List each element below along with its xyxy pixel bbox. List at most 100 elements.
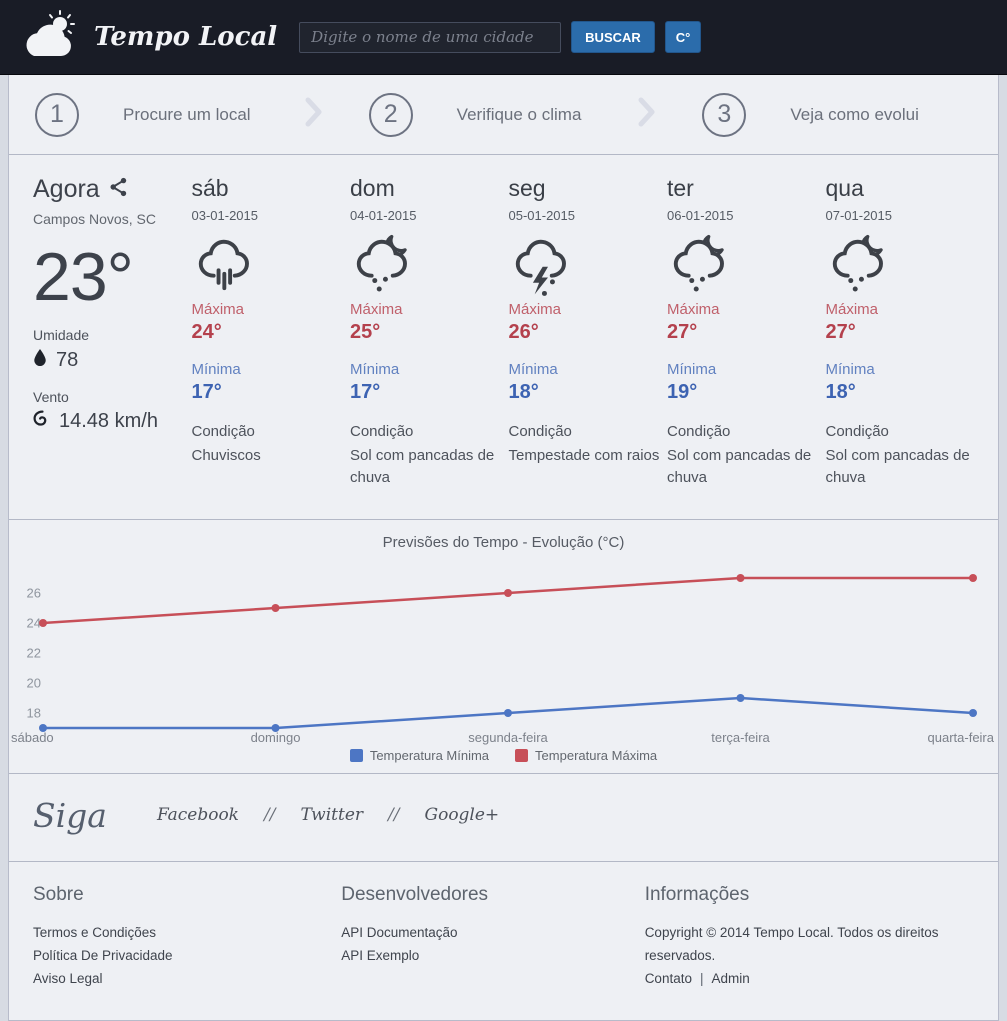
condition-label: Condição <box>191 423 255 440</box>
day-name: sáb <box>191 175 229 201</box>
legend-item[interactable]: Temperatura Mínima <box>349 747 490 763</box>
day-date: 03-01-2015 <box>191 208 259 223</box>
cloud-moon-rain-icon <box>832 234 883 292</box>
min-label: Mínima <box>191 361 241 378</box>
day-date: 06-01-2015 <box>667 208 734 223</box>
legend-item[interactable]: Temperatura Máxima <box>515 748 657 763</box>
social-link-facebook[interactable]: Facebook <box>156 805 239 825</box>
footer-link[interactable]: Termos e Condições <box>33 924 157 940</box>
min-value: 18° <box>508 381 539 403</box>
condition-value: Tempestade com raios <box>508 447 660 464</box>
forecast-day-card: qua 07-01-2015 Máxima 27° Mínima 18° Con… <box>826 175 985 489</box>
footer-about-column: Sobre Termos e Condições Política De Priv… <box>33 884 341 990</box>
day-date: 04-01-2015 <box>350 208 417 223</box>
droplet-icon <box>33 348 47 373</box>
legend-label: Temperatura Máxima <box>535 747 658 763</box>
min-label: Mínima <box>825 361 875 378</box>
social-link-google[interactable]: Google+ <box>424 805 500 825</box>
data-point <box>39 618 47 627</box>
legend-swatch <box>349 748 363 762</box>
condition-value: Sol com pancadas de chuva <box>667 447 812 486</box>
social-title: Siga <box>33 795 107 835</box>
now-title: Agora <box>33 175 100 203</box>
max-label: Máxima <box>350 301 403 318</box>
footer-link[interactable]: API Exemplo <box>341 947 420 963</box>
data-point <box>969 573 977 582</box>
weather-icon-slot <box>350 233 509 297</box>
drizzle-icon <box>198 239 249 291</box>
data-point <box>736 693 745 702</box>
data-point <box>271 723 280 732</box>
search-button[interactable]: BUSCAR <box>571 21 655 53</box>
social-link-twitter[interactable]: Twitter <box>300 805 364 825</box>
day-name: qua <box>825 175 864 201</box>
condition-value: Sol com pancadas de chuva <box>825 447 970 486</box>
data-point <box>271 603 280 612</box>
separator: // <box>388 805 400 825</box>
x-axis-label: domingo <box>251 730 301 745</box>
chevron-right-icon <box>638 97 656 132</box>
footer-developers-title: Desenvolvedores <box>341 883 489 905</box>
share-icon[interactable] <box>109 175 128 204</box>
main-panel: 1 Procure um local 2 Verifique o clima 3… <box>8 75 999 1021</box>
condition-value: Sol com pancadas de chuva <box>350 447 495 486</box>
step-number: 1 <box>35 92 79 137</box>
step-item: 3 Veja como evolui <box>702 92 972 137</box>
footer-link[interactable]: API Documentação <box>341 924 458 940</box>
forecast-chart: 18 20 22 24 26 sábado domingo segunda-feira terç… <box>11 573 995 745</box>
min-value: 18° <box>825 381 856 403</box>
x-axis-label: segunda-feira <box>468 730 548 745</box>
min-value: 17° <box>350 381 381 403</box>
min-label: Mínima <box>667 361 717 378</box>
wind-value: 14.48 km/h <box>59 410 158 432</box>
y-axis-tick: 24 <box>27 615 41 630</box>
cloud-moon-rain-icon <box>673 234 724 292</box>
step-label: Veja como evolui <box>790 104 919 124</box>
current-location: Campos Novos, SC <box>33 211 156 227</box>
day-name: seg <box>508 175 546 201</box>
day-name: ter <box>667 175 694 201</box>
step-label: Procure um local <box>123 104 251 124</box>
footer-link[interactable]: Aviso Legal <box>33 970 103 986</box>
humidity-label: Umidade <box>33 327 90 343</box>
unit-toggle-button[interactable]: C° <box>664 21 702 53</box>
footer-link[interactable]: Admin <box>711 970 750 986</box>
app-title: Tempo Local <box>94 22 278 52</box>
weather-icon-slot <box>826 233 985 297</box>
forecast-day-card: seg 05-01-2015 Máxima 26° Mínima 18° Con… <box>509 175 668 489</box>
forecast-section: Agora Campos Novos, SC 23° Umidade <box>9 155 998 520</box>
weather-icon-slot <box>509 233 668 297</box>
step-item: 2 Verifique o clima <box>368 92 639 137</box>
condition-label: Condição <box>667 423 731 440</box>
series-line-max <box>42 576 973 624</box>
forecast-day-card: sáb 03-01-2015 Máxima 24° Mínima 17° Con… <box>192 175 351 489</box>
social-links: Facebook // Twitter // Google+ <box>157 805 499 825</box>
thunderstorm-icon <box>515 239 566 296</box>
current-temperature: 23° <box>33 239 134 315</box>
step-number: 2 <box>368 92 413 137</box>
legend-label: Temperatura Mínima <box>369 747 490 763</box>
y-axis-tick: 26 <box>27 585 41 600</box>
humidity-value: 78 <box>56 349 79 371</box>
city-search-input[interactable] <box>299 21 562 53</box>
footer-link[interactable]: Política De Privacidade <box>33 947 173 963</box>
condition-value: Chuviscos <box>191 447 261 464</box>
chevron-right-icon <box>305 97 323 132</box>
separator: // <box>263 805 276 825</box>
separator: | <box>699 970 704 986</box>
footer-info-title: Informações <box>644 883 750 905</box>
data-point <box>969 708 977 717</box>
weather-icon-slot <box>667 233 826 297</box>
social-section: Siga Facebook // Twitter // Google+ <box>9 774 998 862</box>
footer-link[interactable]: Contato <box>644 970 692 986</box>
max-value: 27° <box>825 321 856 343</box>
condition-label: Condição <box>350 423 414 440</box>
steps-bar: 1 Procure um local 2 Verifique o clima 3… <box>9 75 998 155</box>
max-value: 26° <box>508 321 539 343</box>
max-value: 27° <box>667 321 698 343</box>
step-number: 3 <box>702 92 747 137</box>
x-axis-label: quarta-feira <box>928 730 995 745</box>
forecast-day-card: ter 06-01-2015 Máxima 27° Mínima 19° Con… <box>667 175 826 489</box>
footer-developers-column: Desenvolvedores API Documentação API Exem… <box>341 884 644 990</box>
footer-info-column: Informações Copyright © 2014 Tempo Local… <box>645 884 974 990</box>
